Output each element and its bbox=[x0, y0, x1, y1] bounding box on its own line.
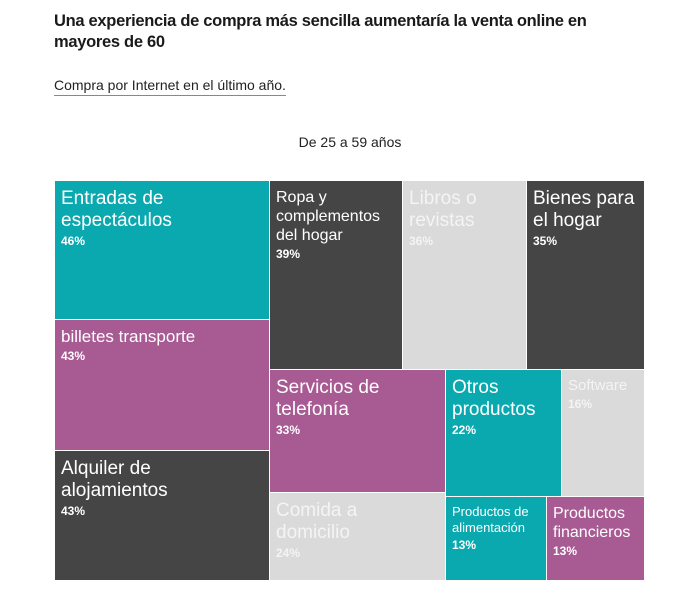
cell-label: Otros productos bbox=[452, 377, 536, 420]
cell-value: 43% bbox=[61, 349, 86, 363]
cell-value: 13% bbox=[553, 544, 578, 558]
cell-label: Libros o revistas bbox=[409, 188, 477, 231]
cell-label: Productos financieros bbox=[553, 505, 631, 541]
cell-value: 24% bbox=[276, 546, 301, 560]
cell-label: Software bbox=[568, 377, 628, 394]
chart-subtitle[interactable]: Compra por Internet en el último año. bbox=[54, 77, 286, 96]
treemap-cell-software[interactable]: Software 16% bbox=[562, 370, 645, 497]
cell-value: 33% bbox=[276, 423, 301, 437]
cell-label: Comida a domicilio bbox=[276, 500, 358, 543]
cell-label: billetes transporte bbox=[61, 327, 196, 346]
treemap-cell-bienes-para-el-hogar[interactable]: Bienes para el hogar 35% bbox=[527, 181, 645, 370]
cell-value: 36% bbox=[409, 234, 434, 248]
treemap-cell-servicios-de-telefonia[interactable]: Servicios de telefonía 33% bbox=[270, 370, 446, 493]
treemap-cell-otros-productos[interactable]: Otros productos 22% bbox=[446, 370, 562, 497]
cell-label: Entradas de espectáculos bbox=[61, 188, 172, 231]
cell-value: 46% bbox=[61, 234, 86, 248]
cell-value: 43% bbox=[61, 504, 86, 518]
cell-label: Alquiler de alojamientos bbox=[61, 458, 168, 501]
treemap-cell-ropa-y-complementos-del-hogar[interactable]: Ropa y complementos del hogar 39% bbox=[270, 181, 403, 370]
cell-value: 35% bbox=[533, 234, 558, 248]
cell-label: Ropa y complementos del hogar bbox=[276, 189, 381, 244]
cell-value: 22% bbox=[452, 423, 477, 437]
cell-value: 13% bbox=[452, 538, 477, 552]
cell-value: 16% bbox=[568, 397, 593, 411]
treemap-cell-libros-o-revistas[interactable]: Libros o revistas 36% bbox=[403, 181, 527, 370]
cell-label: Servicios de telefonía bbox=[276, 377, 380, 420]
chart-title: Una experiencia de compra más sencilla a… bbox=[54, 12, 587, 51]
cell-label: Productos de alimentación bbox=[452, 504, 529, 535]
group-label: De 25 a 59 años bbox=[298, 134, 402, 150]
treemap-cell-comida-a-domicilio[interactable]: Comida a domicilio 24% bbox=[270, 493, 446, 581]
treemap-cell-entradas-de-espectaculos[interactable]: Entradas de espectáculos 46% bbox=[55, 181, 270, 320]
cell-label: Bienes para el hogar bbox=[533, 188, 635, 231]
treemap-cell-productos-de-alimentacion[interactable]: Productos de alimentación 13% bbox=[446, 497, 547, 581]
treemap-cell-billetes-transporte[interactable]: billetes transporte 43% bbox=[55, 320, 270, 451]
treemap-cell-productos-financieros[interactable]: Productos financieros 13% bbox=[547, 497, 645, 581]
treemap-cell-alquiler-de-alojamientos[interactable]: Alquiler de alojamientos 43% bbox=[55, 451, 270, 581]
cell-value: 39% bbox=[276, 247, 301, 261]
